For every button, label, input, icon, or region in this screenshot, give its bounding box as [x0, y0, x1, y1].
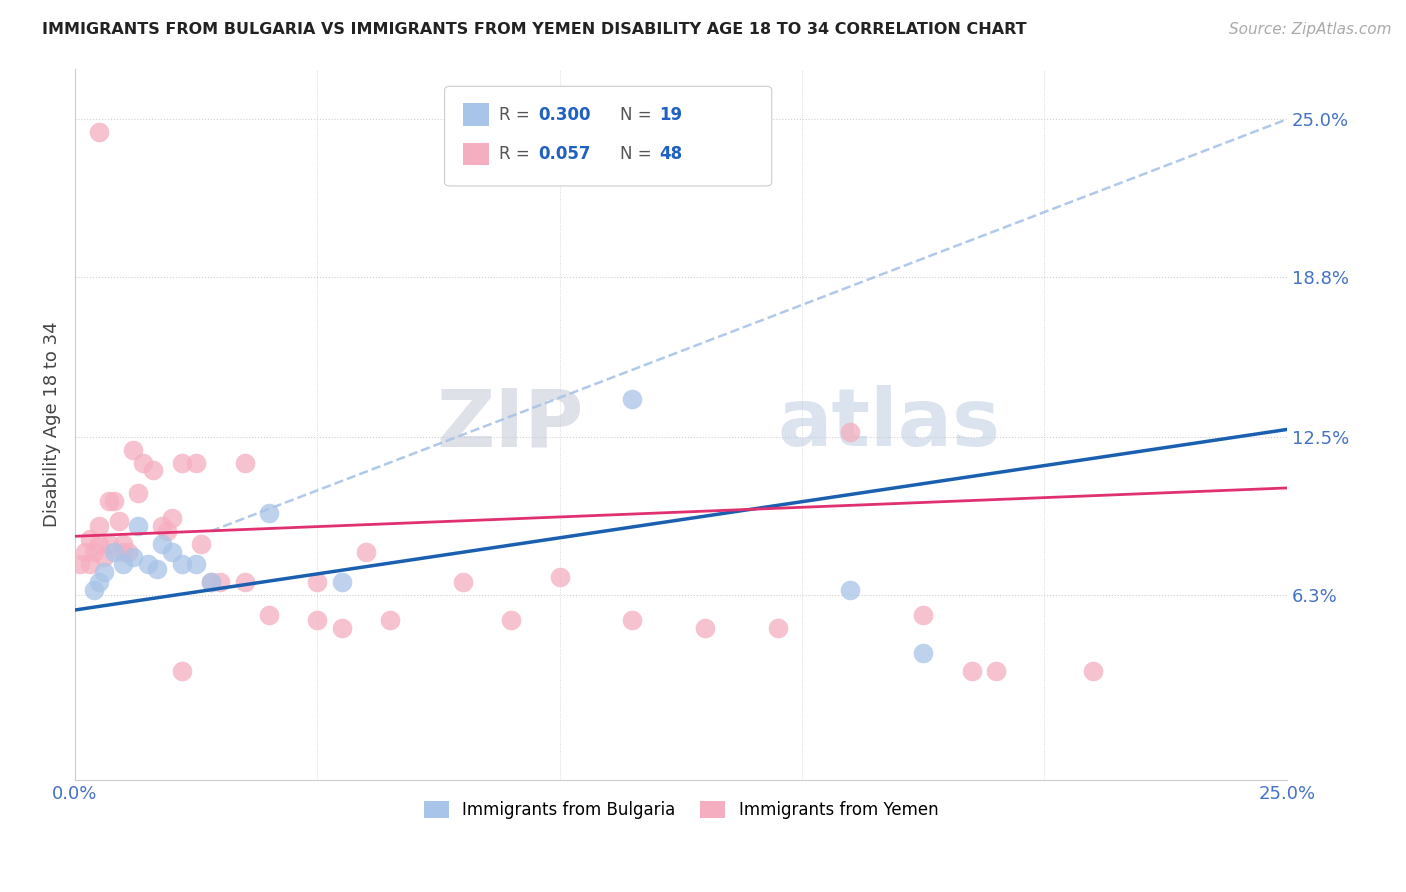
Point — [170, 664, 193, 678]
Point — [839, 425, 862, 439]
Point — [97, 493, 120, 508]
Point — [451, 574, 474, 589]
Point — [117, 544, 139, 558]
Point — [112, 544, 135, 558]
FancyBboxPatch shape — [463, 143, 489, 165]
Point — [160, 544, 183, 558]
Point — [330, 621, 353, 635]
Point — [233, 456, 256, 470]
Point — [79, 532, 101, 546]
Point — [984, 664, 1007, 678]
Text: R =: R = — [499, 145, 536, 163]
Point — [79, 558, 101, 572]
Point — [89, 537, 111, 551]
Point — [693, 621, 716, 635]
Point — [83, 582, 105, 597]
Text: N =: N = — [620, 106, 657, 124]
Point — [93, 565, 115, 579]
Point — [103, 493, 125, 508]
Point — [83, 544, 105, 558]
Point — [127, 519, 149, 533]
Point — [307, 613, 329, 627]
Point — [97, 537, 120, 551]
Text: ZIP: ZIP — [437, 385, 583, 464]
Y-axis label: Disability Age 18 to 34: Disability Age 18 to 34 — [44, 322, 60, 527]
Point — [69, 558, 91, 572]
Point — [146, 562, 169, 576]
Point — [93, 549, 115, 564]
Point — [330, 574, 353, 589]
Point — [1081, 664, 1104, 678]
Point — [839, 582, 862, 597]
Text: atlas: atlas — [778, 385, 1001, 464]
Point — [378, 613, 401, 627]
Point — [621, 613, 644, 627]
Point — [186, 456, 208, 470]
Text: 19: 19 — [659, 106, 682, 124]
Point — [160, 511, 183, 525]
FancyBboxPatch shape — [463, 103, 489, 126]
Point — [548, 570, 571, 584]
Point — [257, 608, 280, 623]
Point — [73, 544, 96, 558]
FancyBboxPatch shape — [444, 87, 772, 186]
Text: N =: N = — [620, 145, 657, 163]
Point — [960, 664, 983, 678]
Text: 0.300: 0.300 — [538, 106, 591, 124]
Point — [103, 544, 125, 558]
Text: Source: ZipAtlas.com: Source: ZipAtlas.com — [1229, 22, 1392, 37]
Point — [200, 574, 222, 589]
Point — [142, 463, 165, 477]
Point — [766, 621, 789, 635]
Text: 0.057: 0.057 — [538, 145, 591, 163]
Point — [170, 456, 193, 470]
Point — [89, 519, 111, 533]
Point — [190, 537, 212, 551]
Point — [150, 519, 173, 533]
Point — [200, 574, 222, 589]
Point — [156, 524, 179, 538]
Point — [912, 608, 935, 623]
Text: R =: R = — [499, 106, 536, 124]
Point — [132, 456, 155, 470]
Point — [257, 507, 280, 521]
Point — [89, 125, 111, 139]
Point — [912, 646, 935, 660]
Point — [127, 486, 149, 500]
Point — [621, 392, 644, 406]
Point — [112, 558, 135, 572]
Point — [186, 558, 208, 572]
Text: IMMIGRANTS FROM BULGARIA VS IMMIGRANTS FROM YEMEN DISABILITY AGE 18 TO 34 CORREL: IMMIGRANTS FROM BULGARIA VS IMMIGRANTS F… — [42, 22, 1026, 37]
Point — [354, 544, 377, 558]
Point — [136, 558, 159, 572]
Text: 48: 48 — [659, 145, 682, 163]
Point — [209, 574, 232, 589]
Legend: Immigrants from Bulgaria, Immigrants from Yemen: Immigrants from Bulgaria, Immigrants fro… — [418, 794, 945, 825]
Point — [107, 514, 129, 528]
Point — [501, 613, 523, 627]
Point — [112, 537, 135, 551]
Point — [122, 442, 145, 457]
Point — [122, 549, 145, 564]
Point — [150, 537, 173, 551]
Point — [233, 574, 256, 589]
Point — [170, 558, 193, 572]
Point — [89, 574, 111, 589]
Point — [307, 574, 329, 589]
